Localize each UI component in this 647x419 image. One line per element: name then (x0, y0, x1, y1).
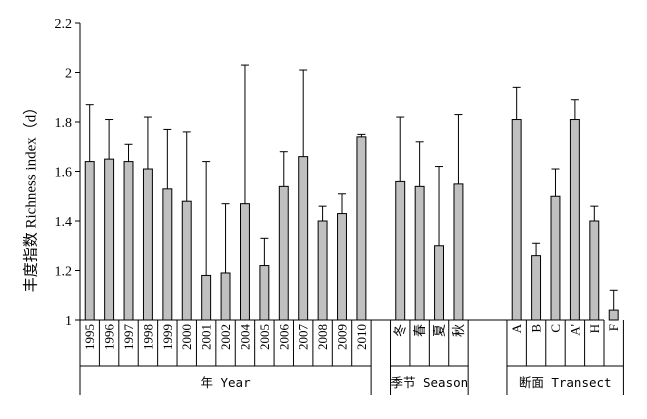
y-tick-label: 2 (65, 67, 72, 82)
bar-1999 (162, 188, 173, 321)
category-label: 2001 (199, 324, 214, 350)
category-label: 2008 (315, 324, 330, 350)
category-label: B (529, 324, 544, 333)
bar-冬 (395, 180, 406, 321)
category-label: F (606, 324, 621, 331)
bar-F (608, 309, 619, 321)
bar-C (550, 195, 561, 321)
bar-1996 (104, 158, 115, 321)
bar-A' (569, 119, 580, 321)
bar-H (589, 220, 600, 321)
category-label: 2007 (296, 324, 311, 351)
group-label: 断面 Transect (519, 375, 612, 390)
bar-1995 (84, 161, 95, 321)
bar-2000 (181, 200, 192, 321)
y-tick-label: 1.4 (55, 215, 73, 230)
group-label: 季节 Season (390, 375, 468, 390)
bar-1997 (123, 161, 134, 321)
y-tick-label: 1.2 (55, 265, 73, 280)
bar-2007 (298, 156, 309, 321)
y-tick-label: 1 (65, 314, 72, 329)
group-label: 年 Year (200, 375, 251, 390)
bar-1998 (142, 168, 153, 321)
y-axis-label: 丰度指数 Richness index（d） (23, 99, 40, 293)
bar-2004 (239, 203, 250, 321)
bar-秋 (453, 183, 464, 321)
bar-A (511, 119, 522, 321)
bar-2008 (317, 220, 328, 321)
y-tick-label: 2.2 (55, 17, 73, 32)
category-label: 2002 (218, 324, 233, 350)
category-label: 2010 (354, 324, 369, 350)
category-label: 1997 (121, 324, 136, 351)
bar-2009 (337, 213, 347, 321)
category-label: H (587, 324, 602, 333)
bar-2010 (356, 136, 367, 321)
bar-夏 (434, 245, 445, 321)
category-label: 1995 (82, 324, 97, 350)
bar-2005 (259, 265, 270, 321)
category-label: 2004 (237, 324, 252, 351)
category-label: 秋 (451, 324, 466, 337)
category-label: A' (567, 324, 582, 336)
bar-2006 (278, 185, 289, 321)
bar-2001 (201, 274, 212, 321)
category-label: 1999 (160, 324, 175, 350)
bar-B (531, 255, 542, 321)
category-label: 1996 (102, 324, 117, 351)
bar-2002 (220, 272, 231, 321)
category-label: 春 (412, 324, 427, 337)
bar-春 (414, 185, 425, 321)
category-label: 2000 (179, 324, 194, 350)
category-label: 1998 (140, 324, 155, 350)
y-tick-label: 1.6 (55, 166, 73, 181)
category-label: 2009 (335, 324, 350, 350)
category-label: C (548, 324, 563, 333)
y-tick-label: 1.8 (55, 116, 73, 131)
category-label: 2006 (276, 324, 291, 351)
category-label: 冬 (393, 324, 408, 337)
category-label: A (509, 323, 524, 333)
category-label: 2005 (257, 324, 272, 350)
category-label: 夏 (432, 324, 447, 337)
